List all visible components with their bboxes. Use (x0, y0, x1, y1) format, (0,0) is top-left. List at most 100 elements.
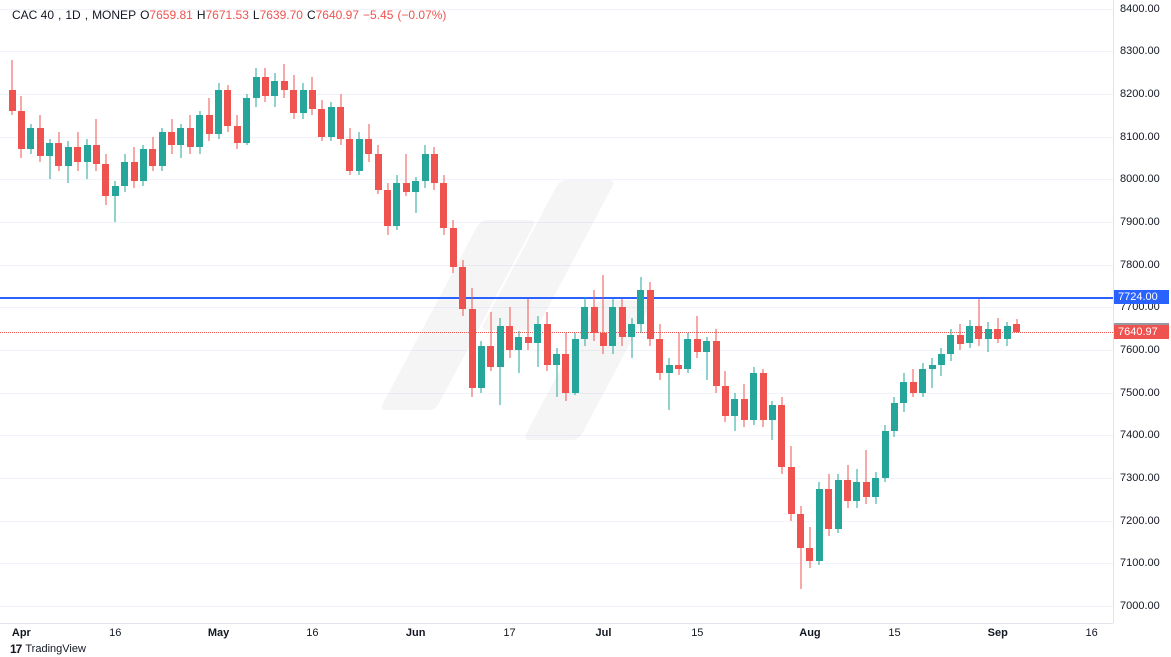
candle[interactable] (46, 0, 53, 623)
candle[interactable] (37, 0, 44, 623)
candle[interactable] (478, 0, 485, 623)
candle[interactable] (788, 0, 795, 623)
candle[interactable] (224, 0, 231, 623)
candle[interactable] (647, 0, 654, 623)
candle[interactable] (459, 0, 466, 623)
candle[interactable] (722, 0, 729, 623)
candle[interactable] (18, 0, 25, 623)
candle[interactable] (694, 0, 701, 623)
candle[interactable] (65, 0, 72, 623)
candle[interactable] (196, 0, 203, 623)
candle[interactable] (262, 0, 269, 623)
candle[interactable] (919, 0, 926, 623)
candle[interactable] (337, 0, 344, 623)
candle[interactable] (140, 0, 147, 623)
candle[interactable] (769, 0, 776, 623)
candle[interactable] (309, 0, 316, 623)
candle[interactable] (112, 0, 119, 623)
candle[interactable] (863, 0, 870, 623)
candle[interactable] (375, 0, 382, 623)
candle[interactable] (356, 0, 363, 623)
candle[interactable] (750, 0, 757, 623)
candle[interactable] (994, 0, 1001, 623)
candle[interactable] (84, 0, 91, 623)
candle[interactable] (882, 0, 889, 623)
candle[interactable] (9, 0, 16, 623)
candle[interactable] (422, 0, 429, 623)
candle[interactable] (806, 0, 813, 623)
candle[interactable] (656, 0, 663, 623)
candle[interactable] (853, 0, 860, 623)
candle[interactable] (281, 0, 288, 623)
candle[interactable] (450, 0, 457, 623)
candle[interactable] (844, 0, 851, 623)
candle[interactable] (703, 0, 710, 623)
candle[interactable] (581, 0, 588, 623)
candle[interactable] (440, 0, 447, 623)
candle[interactable] (515, 0, 522, 623)
candle[interactable] (187, 0, 194, 623)
candle[interactable] (985, 0, 992, 623)
candle[interactable] (168, 0, 175, 623)
candle[interactable] (591, 0, 598, 623)
candle[interactable] (600, 0, 607, 623)
candle[interactable] (957, 0, 964, 623)
candle[interactable] (553, 0, 560, 623)
candle[interactable] (872, 0, 879, 623)
candle[interactable] (666, 0, 673, 623)
candle[interactable] (102, 0, 109, 623)
candle[interactable] (947, 0, 954, 623)
candle[interactable] (816, 0, 823, 623)
candle[interactable] (271, 0, 278, 623)
candle[interactable] (929, 0, 936, 623)
candle[interactable] (797, 0, 804, 623)
candle[interactable] (300, 0, 307, 623)
candle[interactable] (131, 0, 138, 623)
candle[interactable] (572, 0, 579, 623)
candle[interactable] (900, 0, 907, 623)
candle[interactable] (778, 0, 785, 623)
candle[interactable] (760, 0, 767, 623)
candle[interactable] (206, 0, 213, 623)
candle[interactable] (121, 0, 128, 623)
candle[interactable] (1004, 0, 1011, 623)
candle[interactable] (619, 0, 626, 623)
attribution[interactable]: 17 TradingView (10, 642, 86, 656)
candle[interactable] (253, 0, 260, 623)
candle[interactable] (159, 0, 166, 623)
candle[interactable] (637, 0, 644, 623)
candle[interactable] (497, 0, 504, 623)
candle[interactable] (431, 0, 438, 623)
candle[interactable] (544, 0, 551, 623)
timeframe-label[interactable]: 1D (65, 8, 80, 22)
candle[interactable] (684, 0, 691, 623)
candle[interactable] (393, 0, 400, 623)
candle[interactable] (713, 0, 720, 623)
candle[interactable] (835, 0, 842, 623)
candle[interactable] (55, 0, 62, 623)
candle[interactable] (93, 0, 100, 623)
candle[interactable] (346, 0, 353, 623)
candle[interactable] (741, 0, 748, 623)
candle[interactable] (534, 0, 541, 623)
candle[interactable] (562, 0, 569, 623)
candle[interactable] (74, 0, 81, 623)
candle[interactable] (675, 0, 682, 623)
plot-area[interactable] (0, 0, 1113, 623)
candle[interactable] (487, 0, 494, 623)
candle[interactable] (384, 0, 391, 623)
candle[interactable] (290, 0, 297, 623)
candle[interactable] (825, 0, 832, 623)
candle[interactable] (891, 0, 898, 623)
candle[interactable] (403, 0, 410, 623)
candle[interactable] (506, 0, 513, 623)
candle[interactable] (149, 0, 156, 623)
candle[interactable] (731, 0, 738, 623)
candle[interactable] (1013, 0, 1020, 623)
candle[interactable] (365, 0, 372, 623)
candle[interactable] (328, 0, 335, 623)
candle[interactable] (609, 0, 616, 623)
candle[interactable] (318, 0, 325, 623)
candle[interactable] (910, 0, 917, 623)
candle[interactable] (234, 0, 241, 623)
